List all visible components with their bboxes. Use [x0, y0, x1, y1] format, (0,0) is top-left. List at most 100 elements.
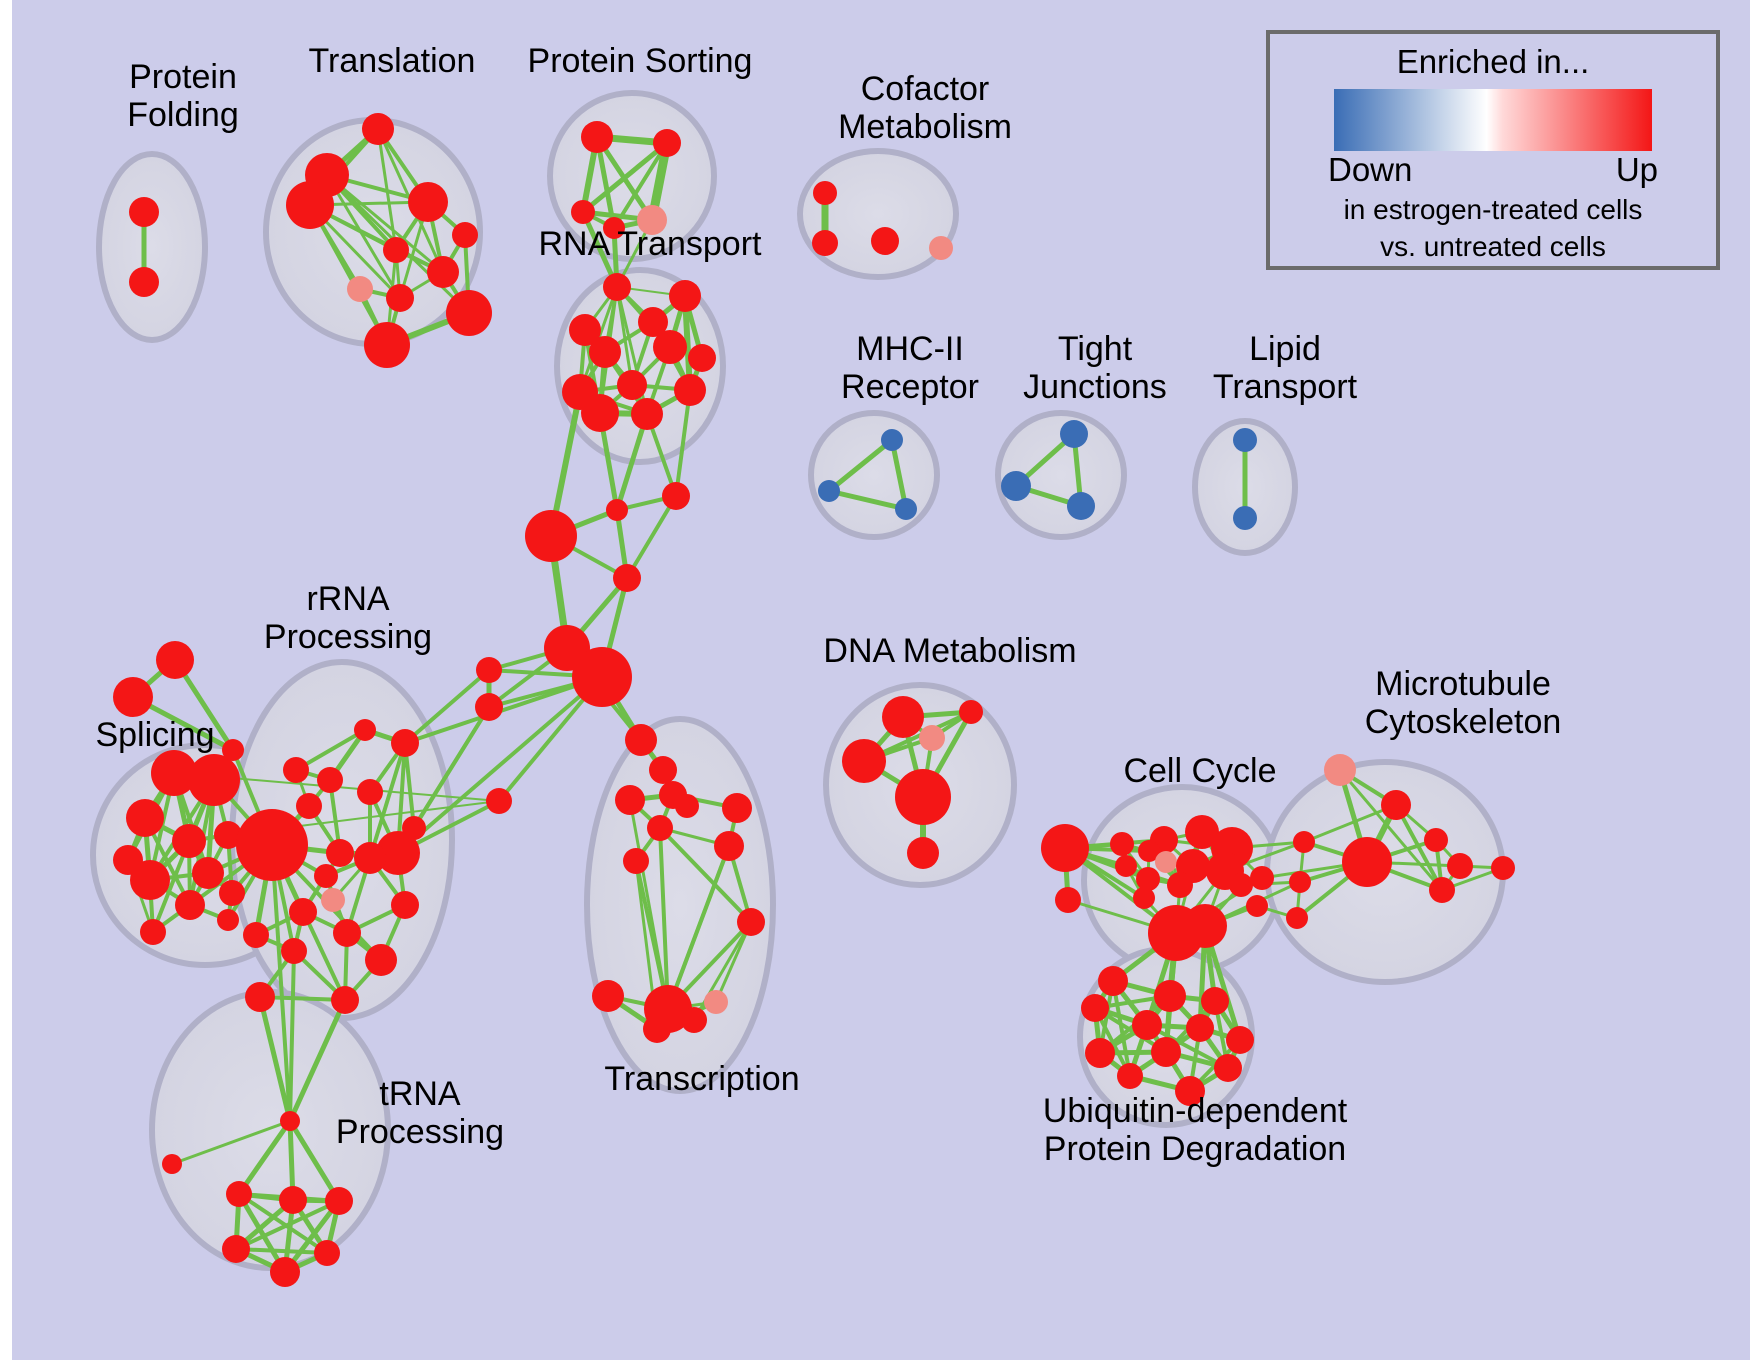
- node-translation[interactable]: [386, 284, 414, 312]
- node-ubiquitin[interactable]: [1085, 1038, 1115, 1068]
- node-protein-sorting[interactable]: [637, 205, 667, 235]
- node-mhc-ii-receptor[interactable]: [818, 480, 840, 502]
- node-cell-cycle[interactable]: [1136, 867, 1160, 891]
- node-transcription[interactable]: [615, 785, 645, 815]
- node-translation[interactable]: [286, 181, 334, 229]
- node-trna-processing[interactable]: [325, 1187, 353, 1215]
- node-rrna-processing[interactable]: [289, 898, 317, 926]
- node-microtubule-cytoskeleton[interactable]: [1491, 856, 1515, 880]
- node-microtubule-cytoskeleton[interactable]: [1289, 871, 1311, 893]
- node-tight-junctions[interactable]: [1001, 471, 1031, 501]
- node-transcription[interactable]: [722, 793, 752, 823]
- node-bridge[interactable]: [525, 510, 577, 562]
- node-translation[interactable]: [364, 322, 410, 368]
- node-microtubule-cytoskeleton[interactable]: [1293, 831, 1315, 853]
- node-mhc-ii-receptor[interactable]: [881, 429, 903, 451]
- node-translation[interactable]: [427, 256, 459, 288]
- node-microtubule-cytoskeleton[interactable]: [1381, 790, 1411, 820]
- node-rrna-processing[interactable]: [296, 793, 322, 819]
- node-protein-folding[interactable]: [129, 197, 159, 227]
- node-rrna-processing[interactable]: [402, 816, 426, 840]
- node-cell-cycle[interactable]: [1055, 887, 1081, 913]
- node-protein-folding[interactable]: [129, 267, 159, 297]
- node-rrna-processing[interactable]: [333, 919, 361, 947]
- node-ubiquitin[interactable]: [1201, 987, 1229, 1015]
- node-cell-cycle[interactable]: [1115, 855, 1137, 877]
- node-trna-processing[interactable]: [226, 1181, 252, 1207]
- node-lipid-transport[interactable]: [1233, 428, 1257, 452]
- node-lipid-transport[interactable]: [1233, 506, 1257, 530]
- node-rna-transport[interactable]: [653, 330, 687, 364]
- node-bridge[interactable]: [613, 564, 641, 592]
- node-ubiquitin[interactable]: [1214, 1054, 1242, 1082]
- node-translation[interactable]: [362, 113, 394, 145]
- node-ubiquitin[interactable]: [1098, 966, 1128, 996]
- node-trna-processing[interactable]: [162, 1154, 182, 1174]
- node-microtubule-cytoskeleton[interactable]: [1342, 837, 1392, 887]
- node-splicing[interactable]: [175, 890, 205, 920]
- node-ubiquitin[interactable]: [1117, 1063, 1143, 1089]
- node-translation[interactable]: [452, 222, 478, 248]
- node-rrna-processing[interactable]: [354, 719, 376, 741]
- node-splicing[interactable]: [214, 821, 242, 849]
- node-splicing[interactable]: [126, 799, 164, 837]
- node-tight-junctions[interactable]: [1067, 492, 1095, 520]
- node-transcription[interactable]: [681, 1007, 707, 1033]
- node-dna-metabolism[interactable]: [907, 837, 939, 869]
- node-splicing[interactable]: [192, 857, 224, 889]
- node-ubiquitin[interactable]: [1132, 1010, 1162, 1040]
- node-rrna-processing[interactable]: [314, 864, 338, 888]
- node-rrna-processing[interactable]: [354, 842, 386, 874]
- node-splicing[interactable]: [217, 909, 239, 931]
- node-transcription[interactable]: [737, 908, 765, 936]
- node-bridge[interactable]: [476, 657, 502, 683]
- node-microtubule-cytoskeleton[interactable]: [1286, 907, 1308, 929]
- node-transcription[interactable]: [649, 756, 677, 784]
- node-rrna-processing[interactable]: [236, 809, 308, 881]
- node-rna-transport[interactable]: [617, 370, 647, 400]
- node-ubiquitin[interactable]: [1226, 1026, 1254, 1054]
- node-trna-processing[interactable]: [279, 1186, 307, 1214]
- node-ubiquitin[interactable]: [1175, 1076, 1205, 1106]
- node-rna-transport[interactable]: [603, 273, 631, 301]
- node-rrna-processing[interactable]: [321, 888, 345, 912]
- node-mhc-ii-receptor[interactable]: [895, 498, 917, 520]
- node-ubiquitin[interactable]: [1186, 1014, 1214, 1042]
- node-protein-sorting[interactable]: [581, 121, 613, 153]
- node-cell-cycle[interactable]: [1167, 872, 1193, 898]
- node-rrna-processing[interactable]: [326, 839, 354, 867]
- node-dna-metabolism[interactable]: [959, 700, 983, 724]
- node-rna-transport[interactable]: [674, 374, 706, 406]
- node-cell-cycle[interactable]: [1185, 815, 1219, 849]
- node-transcription[interactable]: [643, 1015, 671, 1043]
- node-rna-transport[interactable]: [638, 307, 668, 337]
- node-dna-metabolism[interactable]: [882, 696, 924, 738]
- node-microtubule-cytoskeleton[interactable]: [1447, 853, 1473, 879]
- node-cell-cycle[interactable]: [1183, 904, 1227, 948]
- node-trna-processing[interactable]: [270, 1257, 300, 1287]
- node-transcription[interactable]: [714, 831, 744, 861]
- node-rna-transport[interactable]: [581, 394, 619, 432]
- node-cell-cycle[interactable]: [1133, 887, 1155, 909]
- node-transcription[interactable]: [625, 724, 657, 756]
- node-rna-transport[interactable]: [669, 280, 701, 312]
- node-microtubule-cytoskeleton[interactable]: [1424, 828, 1448, 852]
- node-rrna-processing[interactable]: [243, 922, 269, 948]
- node-rrna-processing[interactable]: [331, 986, 359, 1014]
- node-ubiquitin[interactable]: [1151, 1037, 1181, 1067]
- node-splicing[interactable]: [172, 824, 206, 858]
- node-splicing[interactable]: [156, 641, 194, 679]
- node-ubiquitin[interactable]: [1081, 994, 1109, 1022]
- node-splicing[interactable]: [140, 919, 166, 945]
- node-cell-cycle[interactable]: [1246, 895, 1268, 917]
- node-translation[interactable]: [446, 290, 492, 336]
- node-tight-junctions[interactable]: [1060, 420, 1088, 448]
- node-rrna-processing[interactable]: [281, 938, 307, 964]
- node-cofactor-metabolism[interactable]: [871, 227, 899, 255]
- node-dna-metabolism[interactable]: [895, 769, 951, 825]
- node-splicing[interactable]: [113, 677, 153, 717]
- node-transcription[interactable]: [592, 980, 624, 1012]
- node-bridge[interactable]: [572, 647, 632, 707]
- node-splicing[interactable]: [219, 880, 245, 906]
- node-cell-cycle[interactable]: [1229, 873, 1253, 897]
